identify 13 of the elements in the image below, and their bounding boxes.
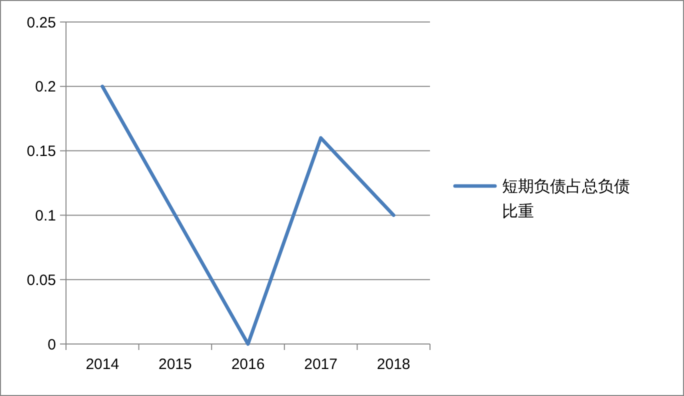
y-tick-label: 0.2 <box>35 78 56 96</box>
y-tick-label: 0.15 <box>26 143 56 160</box>
x-tick-label: 2014 <box>86 356 120 373</box>
y-tick-label: 0 <box>48 336 56 354</box>
x-tick-label: 2015 <box>158 356 192 373</box>
x-tick-label: 2018 <box>376 356 410 373</box>
x-tick-label: 2017 <box>304 356 338 373</box>
y-tick-label: 0.25 <box>26 14 56 32</box>
legend-label: 短期负债占总负债比重 <box>502 178 630 221</box>
y-tick-label: 0.05 <box>26 272 56 289</box>
line-series <box>100 84 396 346</box>
x-tick-label: 2016 <box>231 356 265 373</box>
y-tick-label: 0.1 <box>35 207 56 224</box>
